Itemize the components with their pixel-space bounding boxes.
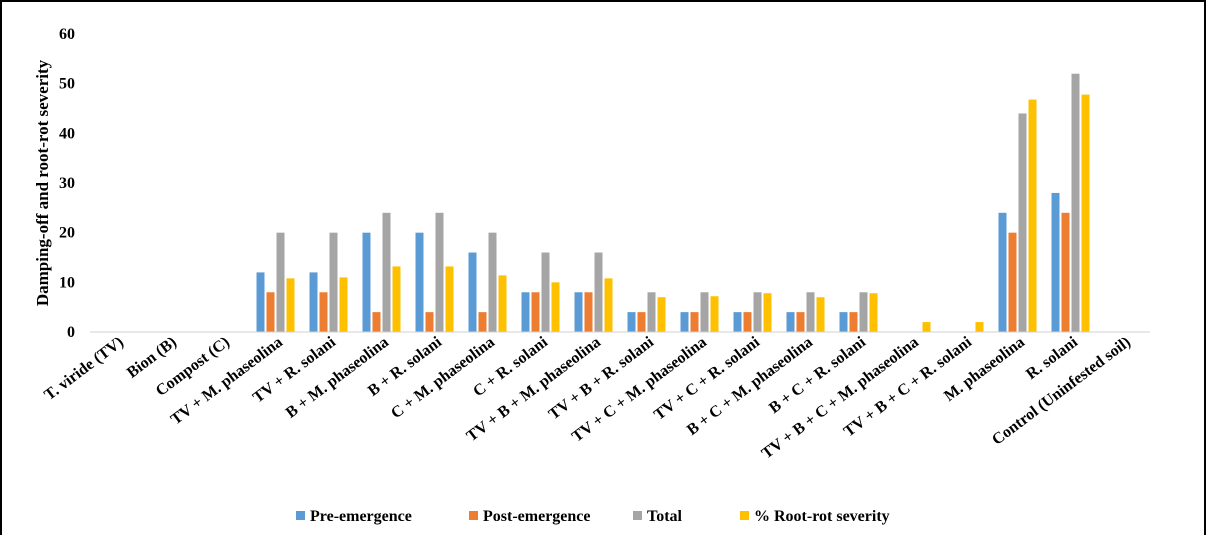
- bar: [839, 312, 848, 332]
- bar: [425, 312, 434, 332]
- y-tick-label: 0: [67, 324, 75, 341]
- bar: [637, 312, 646, 332]
- x-axis-ticks: T. viride (TV)Bion (B)Compost (C)TV + M.…: [41, 333, 1134, 462]
- bar: [256, 272, 265, 332]
- bar: [329, 232, 338, 332]
- x-tick-label: T. viride (TV): [41, 334, 127, 404]
- bar: [276, 232, 285, 332]
- bar: [266, 292, 275, 332]
- bar: [1071, 73, 1080, 332]
- y-axis-label: Damping-off and root-rot severity: [33, 59, 52, 306]
- bar: [753, 292, 762, 332]
- y-tick-label: 50: [59, 76, 75, 93]
- bar: [574, 292, 583, 332]
- bar: [1018, 113, 1027, 332]
- bar: [733, 312, 742, 332]
- bar: [362, 232, 371, 332]
- bar: [541, 252, 550, 332]
- legend-label: Pre-emergence: [310, 508, 412, 525]
- bar: [478, 312, 487, 332]
- bar: [680, 312, 689, 332]
- bar: [647, 292, 656, 332]
- bar: [445, 266, 454, 332]
- bar: [498, 275, 507, 332]
- bar: [1028, 99, 1037, 332]
- bar: [551, 282, 560, 332]
- bar: [796, 312, 805, 332]
- bar: [1051, 192, 1060, 332]
- bar: [869, 293, 878, 332]
- legend: Pre-emergence Post-emergence Total % Root-r…: [296, 508, 890, 525]
- bar: [286, 278, 295, 332]
- bar: [975, 322, 984, 332]
- bar: [382, 212, 391, 332]
- bar: [521, 292, 530, 332]
- bar: [806, 292, 815, 332]
- bar: [1061, 212, 1070, 332]
- bar: [415, 232, 424, 332]
- y-tick-label: 40: [59, 125, 75, 142]
- bar: [786, 312, 795, 332]
- bar: [657, 297, 666, 332]
- bar: [700, 292, 709, 332]
- legend-label: Post-emergence: [483, 508, 591, 525]
- bar: [710, 296, 719, 332]
- bar: [309, 272, 318, 332]
- bar: [859, 292, 868, 332]
- bar: [849, 312, 858, 332]
- bar: [922, 322, 931, 332]
- legend-swatch: [469, 511, 478, 520]
- bar: [488, 232, 497, 332]
- bar: [690, 312, 699, 332]
- bar: [1081, 94, 1090, 333]
- bar: [743, 312, 752, 332]
- bar: [604, 278, 613, 332]
- bar: [584, 292, 593, 332]
- y-tick-label: 30: [59, 175, 75, 192]
- y-tick-label: 20: [59, 225, 75, 242]
- y-tick-label: 10: [59, 274, 75, 291]
- bar: [319, 292, 328, 332]
- bar: [468, 252, 477, 332]
- bar: [372, 312, 381, 332]
- y-tick-label: 60: [59, 26, 75, 43]
- bar: [392, 266, 401, 332]
- legend-swatch: [633, 511, 642, 520]
- bar: [435, 212, 444, 332]
- bar: [763, 293, 772, 332]
- y-axis-ticks: 0 10 20 30 40 50 60: [59, 26, 75, 341]
- bar: [998, 212, 1007, 332]
- legend-swatch: [296, 511, 305, 520]
- legend-label: % Root-rot severity: [754, 508, 890, 525]
- bar: [816, 297, 825, 332]
- bar: [594, 252, 603, 332]
- bar: [627, 312, 636, 332]
- legend-label: Total: [647, 508, 683, 525]
- bar: [531, 292, 540, 332]
- bar: [1008, 232, 1017, 332]
- bar: [339, 277, 348, 332]
- bars-layer: [256, 73, 1090, 333]
- legend-swatch: [740, 511, 749, 520]
